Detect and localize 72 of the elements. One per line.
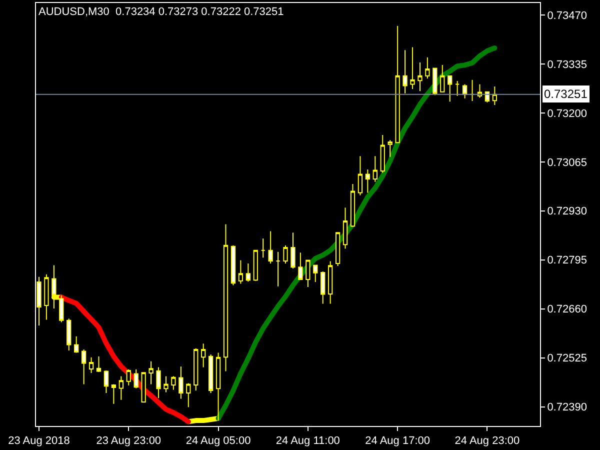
- candlestick: [186, 382, 191, 408]
- candlestick: [395, 25, 400, 144]
- candlestick: [96, 356, 102, 372]
- x-tick-label: 23 Aug 2018: [8, 435, 70, 448]
- candlestick: [410, 46, 415, 90]
- candlestick: [74, 336, 79, 354]
- candlestick: [448, 75, 452, 102]
- x-tick-label: 23 Aug 23:00: [96, 435, 162, 448]
- candlestick: [462, 84, 468, 99]
- candlestick: [178, 366, 184, 400]
- candlestick: [335, 232, 340, 267]
- candlestick: [320, 270, 326, 304]
- candlestick: [358, 156, 363, 196]
- candlestick: [306, 260, 310, 288]
- candlestick: [44, 274, 49, 320]
- candlestick: [171, 376, 176, 390]
- candlestick: [134, 368, 138, 389]
- candlestick: [440, 64, 445, 92]
- y-tick-label: 0.72390: [547, 402, 587, 414]
- candlestick: [388, 140, 392, 158]
- candlestick: [104, 370, 109, 394]
- y-tick-label: 0.72525: [547, 352, 587, 365]
- y-tick-label: 0.72930: [547, 206, 587, 218]
- candlestick: [402, 50, 408, 94]
- candlestick: [492, 86, 498, 106]
- candlestick: [126, 368, 131, 386]
- candlestick: [230, 244, 236, 286]
- y-tick-label: 0.73470: [547, 10, 587, 22]
- x-tick-label: 24 Aug 17:00: [365, 435, 430, 448]
- candlestick: [194, 348, 198, 391]
- x-tick-label: 24 Aug 05:00: [186, 435, 251, 448]
- candlestick: [88, 356, 94, 374]
- y-tick-label: 0.73335: [547, 58, 587, 71]
- candlestick: [418, 62, 422, 92]
- y-tick-label: 0.72795: [547, 254, 587, 267]
- candlestick: [111, 384, 116, 404]
- candlestick: [141, 372, 146, 403]
- candlestick: [223, 224, 228, 372]
- candlestick: [260, 238, 266, 258]
- x-tick-label: 24 Aug 23:00: [454, 435, 520, 448]
- candlestick: [238, 260, 244, 284]
- candlestick: [372, 156, 378, 182]
- candlestick: [246, 262, 250, 282]
- candlestick: [432, 68, 438, 96]
- candlestick: [156, 366, 161, 399]
- candlestick: [290, 232, 296, 270]
- candlestick: [283, 244, 288, 264]
- candlestick: [365, 169, 370, 194]
- candlestick: [208, 354, 214, 394]
- candlestick: [455, 80, 460, 96]
- x-tick-label: 24 Aug 11:00: [276, 435, 340, 448]
- candlestick: [81, 348, 86, 385]
- candlestick: [253, 250, 258, 282]
- candlestick: [298, 252, 303, 280]
- candlestick: [66, 318, 72, 352]
- candlestick: [313, 264, 318, 282]
- y-tick-label: 0.73200: [547, 108, 587, 120]
- candlestick: [276, 251, 280, 287]
- chart-title: AUDUSD,M30 0.73234 0.73273 0.73222 0.73251: [38, 6, 284, 18]
- candlestick: [425, 56, 430, 79]
- candlestick: [342, 207, 348, 250]
- y-tick-label: 0.72660: [547, 304, 587, 316]
- ref-line-label: 0.73251: [544, 87, 588, 101]
- candlestick: [118, 376, 124, 400]
- candlestick: [148, 360, 154, 385]
- candlestick: [328, 260, 333, 304]
- candlestick: [380, 134, 385, 174]
- candlestick: [268, 230, 273, 264]
- y-tick-label: 0.73065: [547, 156, 587, 169]
- candlestick: [164, 376, 168, 393]
- candlestick: [350, 184, 356, 228]
- candlestick: [201, 343, 206, 368]
